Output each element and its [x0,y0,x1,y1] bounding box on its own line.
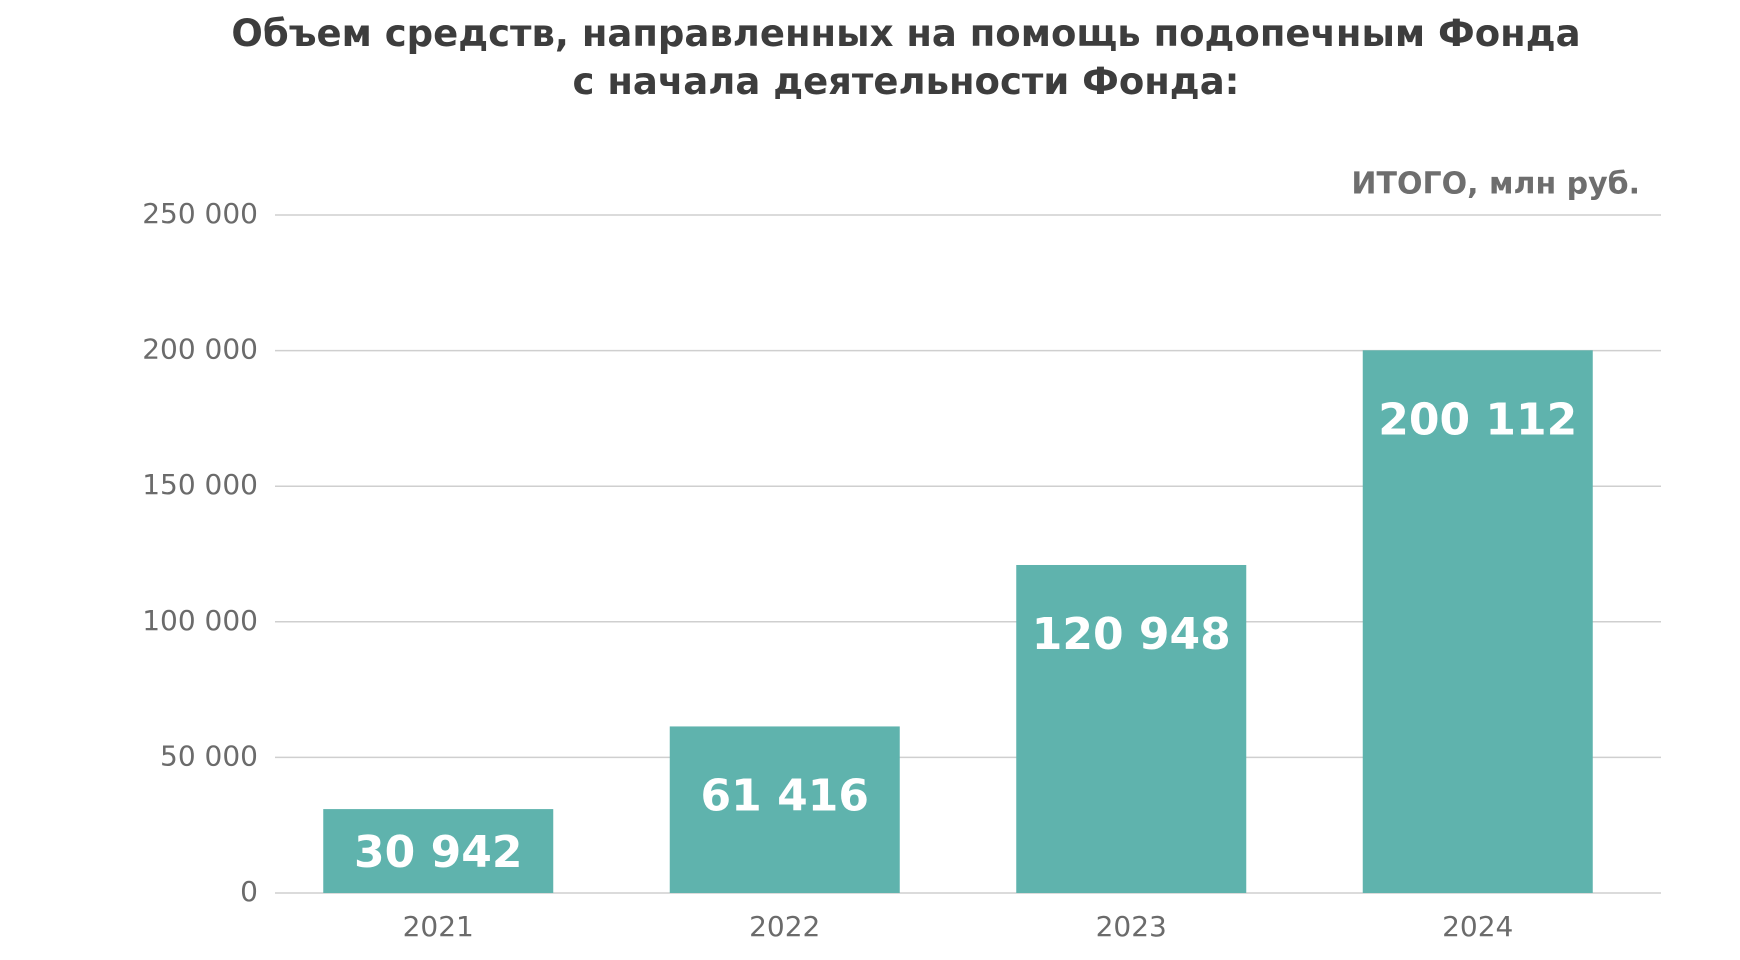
x-tick-label: 2024 [1442,910,1513,943]
y-tick-label: 50 000 [160,739,258,772]
bar [1362,350,1593,893]
x-tick-label: 2022 [749,910,820,943]
x-tick-label: 2021 [403,910,474,943]
y-tick-label: 200 000 [142,333,258,366]
y-tick-label: 250 000 [142,197,258,230]
y-tick-label: 0 [240,875,258,908]
chart-subtitle: ИТОГО, млн руб. [1351,167,1640,202]
bar-value-label: 61 416 [701,770,869,821]
y-tick-label: 150 000 [142,468,258,501]
bar [323,809,554,893]
bar [1016,564,1247,893]
bar-value-label: 200 112 [1378,394,1577,445]
bar-value-label: 30 942 [354,827,522,878]
chart-title: Объем средств, направленных на помощь по… [231,12,1581,103]
bar-value-label: 120 948 [1032,609,1231,660]
x-tick-label: 2023 [1096,910,1167,943]
y-tick-label: 100 000 [142,604,258,637]
bar [669,726,900,893]
